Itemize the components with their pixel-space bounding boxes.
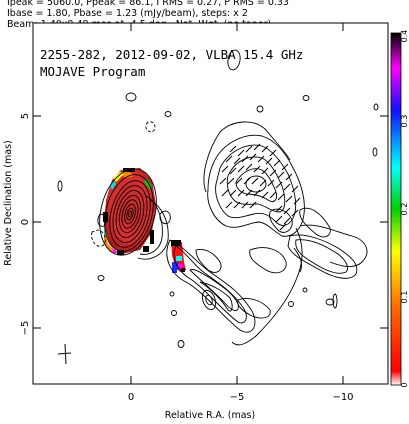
y-axis-label: Relative Declination (mas): [3, 140, 14, 266]
x-tick-label-2: −10: [332, 392, 353, 403]
polarization-vectors: [219, 143, 301, 231]
x-axis-label: Relative R.A. (mas): [165, 410, 255, 421]
map-title: 2255-282, 2012-09-02, VLBA 15.4 GHz: [40, 47, 303, 62]
colorbar-tick-3: 0.3: [400, 115, 409, 128]
plot-frame: [32, 22, 389, 385]
polarized-feature: [207, 134, 358, 279]
y-tick-label-2: −5: [20, 321, 31, 336]
colorbar-tick-4: 0.4: [400, 30, 409, 43]
map-subtitle: MOJAVE Program: [40, 64, 145, 79]
beam-marker: [57, 343, 72, 365]
x-tick-label-0: 0: [128, 392, 134, 403]
x-tick-label-1: −5: [230, 392, 245, 403]
header-line-2: Ibase = 1.80, Pbase = 1.23 (mJy/beam), s…: [7, 8, 248, 19]
core-contours: [91, 168, 171, 260]
extended-emission: [57, 49, 379, 348]
header-line-1: Ipeak = 5060.0, Ppeak = 86.1, I RMS = 0.…: [7, 0, 289, 8]
colorbar-tick-2: 0.2: [400, 203, 409, 216]
axis-ticks: [33, 23, 388, 384]
y-tick-label-1: 0: [20, 219, 31, 225]
colorbar-tick-0: 0: [400, 382, 409, 387]
jet-contours: [166, 239, 287, 333]
colorbar: [390, 32, 402, 386]
contour-map: [57, 49, 379, 365]
colorbar-tick-1: 0.1: [400, 291, 409, 304]
y-tick-label-0: 5: [20, 113, 31, 119]
